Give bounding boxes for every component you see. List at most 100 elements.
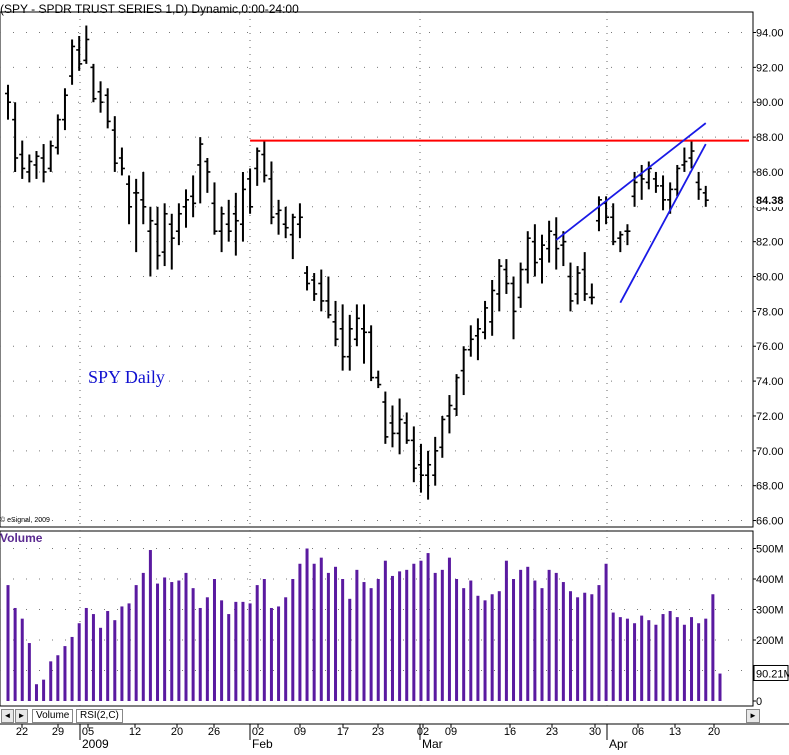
- scroll-right-button[interactable]: ►: [15, 709, 28, 723]
- price-bar: [432, 436, 439, 486]
- price-bar: [175, 203, 182, 246]
- volume-bar: [291, 579, 295, 701]
- volume-bar: [711, 594, 715, 701]
- x-tick-label: 26: [208, 726, 220, 738]
- tab-rsi[interactable]: RSI(2,C): [76, 709, 123, 723]
- price-bar: [304, 266, 311, 291]
- price-bar: [47, 140, 54, 172]
- volume-bar: [512, 579, 516, 701]
- volume-bar: [668, 611, 672, 701]
- volume-bar: [6, 585, 10, 701]
- price-bar: [147, 206, 154, 277]
- volume-bar: [262, 579, 266, 701]
- price-bar: [12, 102, 19, 172]
- price-bar: [247, 168, 254, 214]
- price-tick-label: 88.00: [756, 132, 784, 144]
- price-bar: [69, 39, 76, 85]
- volume-bar: [13, 607, 17, 701]
- price-bar: [26, 154, 33, 183]
- price-panel-frame: [0, 11, 754, 528]
- price-bar: [368, 325, 375, 382]
- volume-bar: [604, 563, 608, 701]
- volume-bar: [519, 569, 523, 701]
- volume-bar: [597, 585, 601, 701]
- volume-bar: [462, 588, 466, 701]
- last-price-label: 84.38: [756, 195, 784, 207]
- price-bar: [332, 300, 339, 347]
- volume-bar: [319, 557, 323, 701]
- volume-bar: [141, 572, 145, 701]
- volume-bar: [56, 655, 60, 701]
- grid-layer: [0, 11, 754, 707]
- volume-tick-label: 0: [756, 696, 762, 708]
- volume-bar: [533, 580, 537, 701]
- price-bar: [389, 405, 396, 448]
- volume-bar: [704, 618, 708, 701]
- x-tick-label: 06: [632, 726, 644, 738]
- axis-layer: 94.0092.0090.0088.0086.0084.0082.0080.00…: [0, 28, 789, 751]
- volume-bar: [576, 597, 580, 701]
- x-month-label: Mar: [422, 737, 443, 750]
- volume-bar: [390, 575, 394, 701]
- price-tick-label: 82.00: [756, 237, 784, 249]
- volume-bar: [697, 623, 701, 701]
- price-bar: [375, 370, 382, 389]
- volume-bar: [277, 606, 281, 701]
- price-bar: [467, 325, 474, 357]
- x-month-label: 2009: [82, 737, 109, 750]
- volume-bar: [561, 582, 565, 701]
- volume-panel-title: Volume: [0, 531, 43, 545]
- volume-bar: [298, 563, 302, 701]
- volume-bar: [198, 607, 202, 701]
- price-bar: [90, 63, 97, 103]
- volume-bar: [440, 569, 444, 701]
- volume-bar: [184, 572, 188, 701]
- volume-bar: [170, 582, 174, 701]
- price-bar: [425, 450, 432, 500]
- price-bar: [5, 84, 11, 120]
- volume-bar: [234, 601, 238, 701]
- volume-bar: [106, 611, 110, 701]
- volume-bar: [99, 627, 103, 701]
- volume-bar: [640, 615, 644, 701]
- scroll-left-button[interactable]: ◄: [1, 709, 14, 723]
- price-bar: [33, 151, 40, 179]
- price-bar: [168, 213, 175, 270]
- volume-bar: [191, 588, 195, 701]
- price-bar: [211, 182, 218, 235]
- wedge-lower-line: [619, 143, 707, 304]
- price-bar: [410, 426, 417, 483]
- volume-bar: [383, 560, 387, 701]
- volume-bar: [334, 566, 338, 701]
- volume-bar: [504, 560, 508, 701]
- x-tick-label: 20: [708, 726, 720, 738]
- price-bar: [61, 88, 68, 131]
- volume-bar: [163, 577, 167, 701]
- price-bar: [275, 199, 282, 235]
- volume-bar: [305, 548, 309, 701]
- price-bar: [489, 280, 496, 336]
- volume-bar: [362, 582, 366, 701]
- price-bar: [76, 35, 83, 71]
- wedge-upper-line: [555, 122, 707, 241]
- tab-volume[interactable]: Volume: [32, 709, 74, 723]
- price-bar: [183, 189, 189, 228]
- scroll-end-button[interactable]: ►: [746, 709, 760, 723]
- volume-bar: [269, 607, 273, 701]
- volume-bar: [369, 588, 373, 701]
- price-bar: [417, 443, 424, 493]
- volume-bar: [469, 580, 473, 701]
- last-volume-box: [753, 664, 789, 681]
- price-bar: [353, 304, 360, 347]
- price-bar: [510, 276, 517, 340]
- price-bar: [588, 283, 595, 305]
- volume-bar: [63, 646, 67, 701]
- volume-bar: [113, 620, 117, 701]
- volume-bar: [618, 617, 622, 701]
- x-tick-label: 09: [294, 726, 306, 738]
- price-bar: [339, 304, 346, 371]
- volume-bar: [355, 569, 359, 701]
- price-bar: [239, 171, 246, 242]
- price-tick-label: 78.00: [756, 306, 784, 318]
- price-bar: [140, 171, 147, 225]
